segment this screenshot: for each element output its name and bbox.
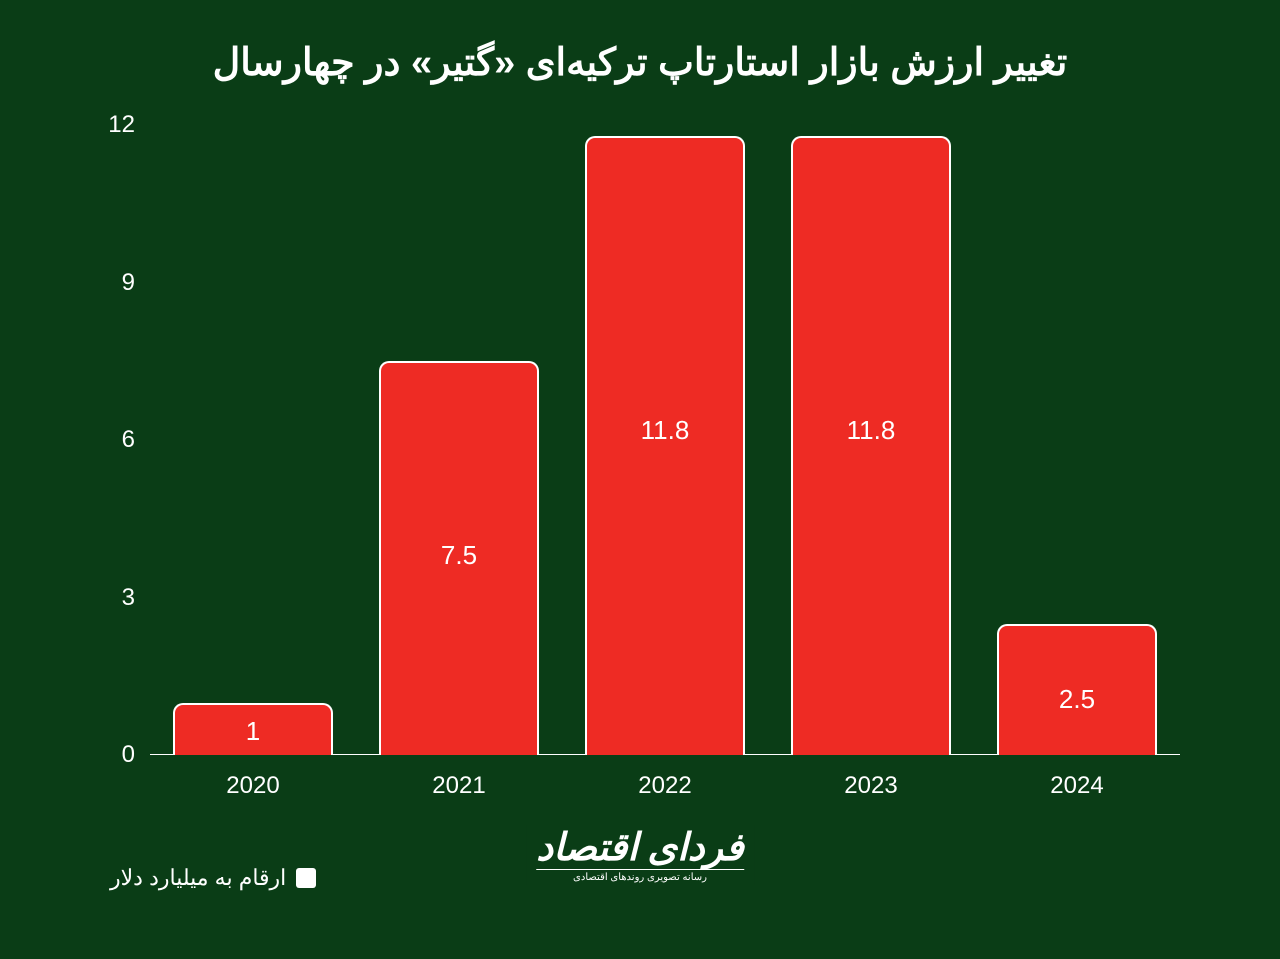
- bar-slot: 2.5: [974, 125, 1180, 755]
- bar-value-label: 7.5: [381, 540, 538, 571]
- x-tick: 2024: [974, 760, 1180, 815]
- x-tick: 2021: [356, 760, 562, 815]
- x-tick: 2020: [150, 760, 356, 815]
- y-tick: 3: [122, 584, 135, 612]
- logo-main-text: فردای اقتصاد: [536, 829, 744, 867]
- y-axis: 036912: [60, 125, 145, 755]
- legend-swatch: [296, 868, 316, 888]
- bar-value-label: 11.8: [793, 415, 950, 446]
- publisher-logo: فردای اقتصاد رسانه تصویری روندهای اقتصاد…: [526, 825, 754, 885]
- bar-slot: 11.8: [562, 125, 768, 755]
- y-tick: 9: [122, 269, 135, 297]
- x-tick: 2022: [562, 760, 768, 815]
- bar: 1: [173, 703, 334, 756]
- y-tick: 0: [122, 741, 135, 769]
- legend: ارقام به میلیارد دلار: [110, 865, 316, 891]
- bar: 2.5: [997, 624, 1158, 755]
- legend-label: ارقام به میلیارد دلار: [110, 865, 286, 891]
- bar-value-label: 11.8: [587, 415, 744, 446]
- x-tick: 2023: [768, 760, 974, 815]
- bar-slot: 1: [150, 125, 356, 755]
- y-tick: 6: [122, 426, 135, 454]
- bar-slot: 11.8: [768, 125, 974, 755]
- bars-container: 1 7.5 11.8 11.8 2.5: [150, 125, 1180, 755]
- bar-value-label: 2.5: [999, 684, 1156, 715]
- y-tick: 12: [108, 111, 135, 139]
- bar: 7.5: [379, 361, 540, 755]
- bar: 11.8: [585, 136, 746, 756]
- chart-area: 036912 17.511.811.82.5 20202021202220232…: [60, 115, 1220, 815]
- bar: 11.8: [791, 136, 952, 756]
- bar-slot: 7.5: [356, 125, 562, 755]
- bar-value-label: 1: [175, 716, 332, 747]
- x-axis: 20202021202220232024: [150, 760, 1180, 815]
- chart-title: تغییر ارزش بازار استارتاپ ترکیه‌ای «گتیر…: [60, 40, 1220, 85]
- logo-sub-text: رسانه تصویری روندهای اقتصادی: [536, 869, 744, 883]
- chart-footer: فردای اقتصاد رسانه تصویری روندهای اقتصاد…: [60, 815, 1220, 935]
- plot-area: 1 7.5 11.8 11.8 2.5: [150, 125, 1180, 755]
